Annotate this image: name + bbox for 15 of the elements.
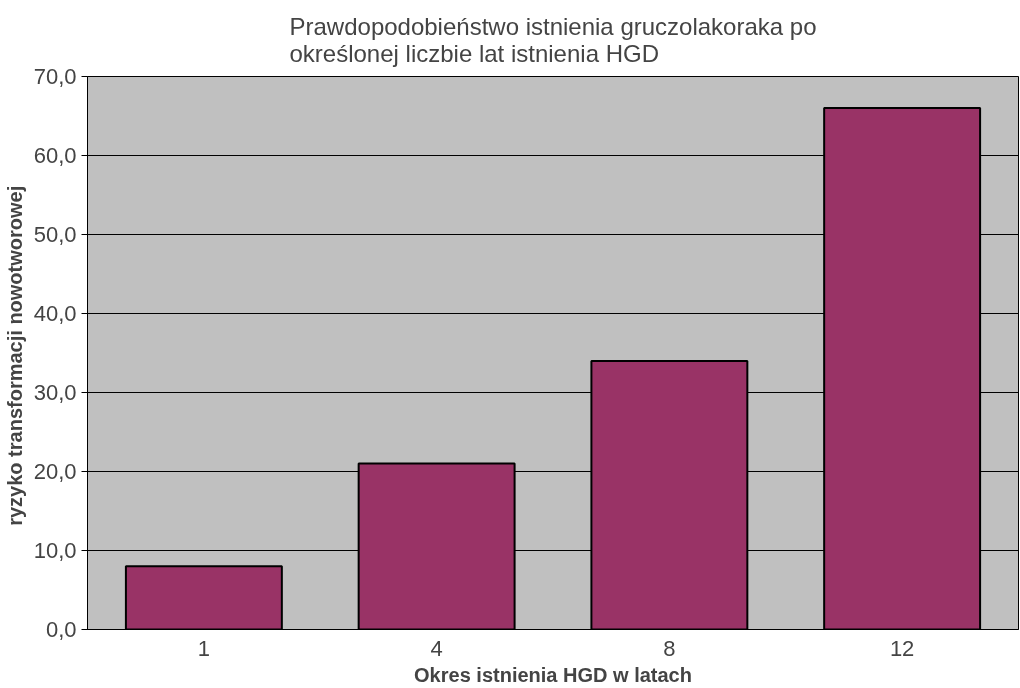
y-tick-label: 30,0 [33,380,77,405]
chart-title: Prawdopodobieństwo istnienia gruczolakoraka po określonej liczbie lat istnienia HGD [289,12,817,67]
y-axis-title: ryzyko transformacji nowotworowej [3,185,26,526]
y-tick-label: 0,0 [45,617,77,642]
x-tick-label: 12 [889,635,915,661]
y-tick-label: 70,0 [33,64,77,89]
y-tick-label: 40,0 [33,301,77,326]
y-tick-label: 10,0 [33,538,77,563]
x-tick-label: 1 [197,635,211,661]
y-tick-label: 60,0 [33,143,77,168]
x-axis-title: Okres istnienia HGD w latach [414,663,692,686]
y-tick-label: 50,0 [33,222,77,247]
x-tick-label: 8 [663,635,676,661]
x-tick-label: 4 [430,635,443,661]
y-tick-label: 20,0 [33,459,77,484]
